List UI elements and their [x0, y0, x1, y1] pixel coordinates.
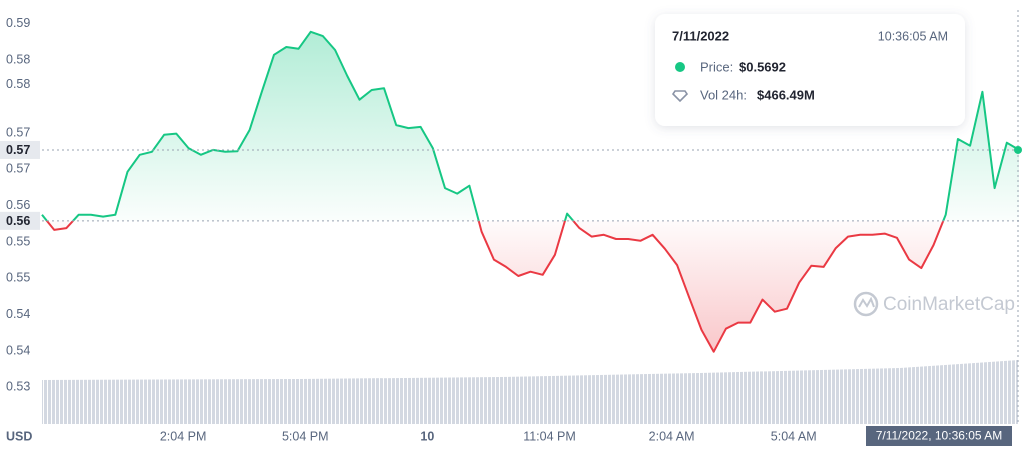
x-tick-label: 5:04 PM [282, 429, 329, 443]
y-tick-label: 0.58 [6, 77, 30, 91]
y-tick-label: 0.55 [6, 271, 30, 285]
volume-icon [671, 90, 689, 103]
baseline-label-box [0, 211, 40, 230]
y-tick-label: 0.58 [6, 53, 30, 67]
line-down [45, 220, 945, 353]
area-down [46, 220, 944, 352]
tooltip-volume: $466.49M [757, 87, 815, 102]
x-tick-label: 11:04 PM [523, 429, 576, 443]
y-tick-label: 0.57 [6, 125, 30, 139]
watermark: CoinMarketCap [853, 291, 1015, 317]
tooltip-price: $0.5692 [739, 59, 786, 74]
tooltip-time: 10:36:05 AM [878, 29, 948, 43]
price-dot [675, 62, 685, 72]
y-tick-label: 0.56 [6, 198, 30, 212]
volume-backdrop [42, 360, 1018, 424]
currency-label: USD [6, 429, 32, 443]
y-tick-label: 0.57 [6, 162, 30, 176]
tooltip: 7/11/2022 10:36:05 AM Price: $0.5692 Vol… [655, 14, 965, 126]
tooltip-price-key: Price: [700, 59, 733, 74]
x-tick-label: 2:04 PM [160, 429, 207, 443]
baseline-label: 0.56 [6, 214, 30, 228]
x-tick-label: 10 [420, 429, 434, 443]
y-tick-label: 0.54 [6, 307, 30, 321]
x-tick-label: 5:04 AM [771, 429, 817, 443]
x-tick-label: 2:04 AM [649, 429, 695, 443]
tooltip-card [655, 14, 965, 126]
y-tick-label: 0.55 [6, 234, 30, 248]
tooltip-date: 7/11/2022 [672, 28, 729, 43]
tooltip-volume-key: Vol 24h: [700, 87, 747, 102]
last-point [1014, 145, 1022, 154]
plot: 0.59 0.58 0.58 0.57 0.57 0.56 0.55 0.55 0.54 0.54… [0, 10, 1022, 446]
y-tick-label: 0.59 [6, 16, 30, 30]
last_price-label-box [0, 140, 40, 159]
y-tick-label: 0.54 [6, 343, 30, 357]
crosshair-label: 7/11/2022, 10:36:05 AM [876, 429, 1003, 443]
line-up [41, 30, 1020, 221]
area-up [42, 31, 1019, 221]
y-tick-label: 0.53 [6, 380, 30, 394]
last_price-label: 0.57 [6, 143, 30, 157]
crosshair-label-box [866, 426, 1012, 446]
watermark-text: CoinMarketCap [883, 294, 1015, 315]
